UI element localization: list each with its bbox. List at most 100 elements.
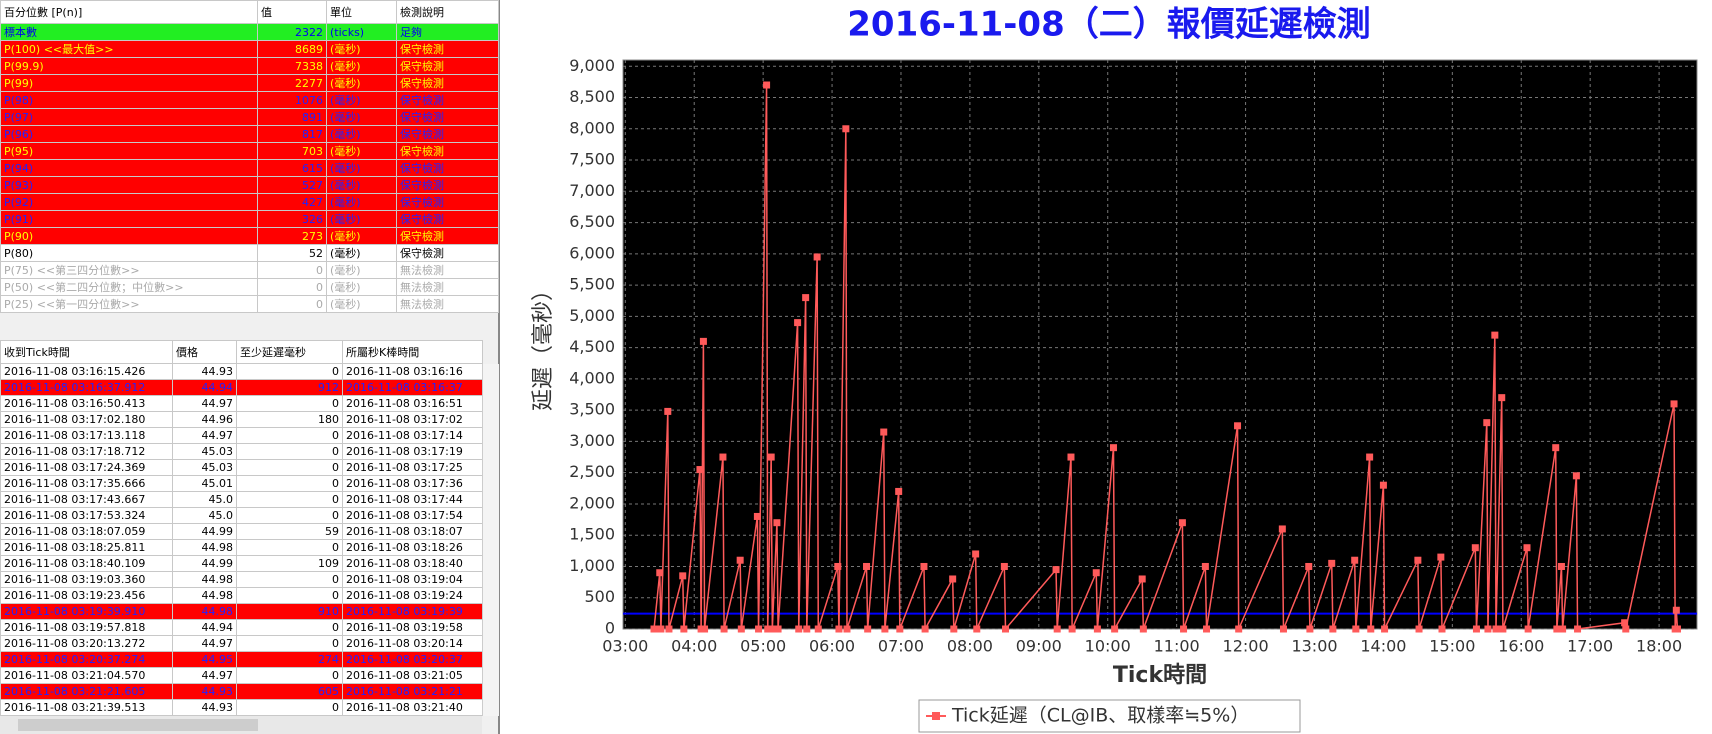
table-cell: P(92) [0,193,258,211]
table-cell: (毫秒) [326,108,397,126]
table-cell: 2016-11-08 03:19:58 [342,619,483,636]
table-cell: 0 [236,667,343,684]
vertical-scrollbar[interactable] [482,364,499,716]
table-cell: (毫秒) [326,40,397,58]
table-cell: 0 [236,587,343,604]
table-cell: 44.97 [172,635,237,652]
table-cell: P(90) [0,227,258,245]
column-header: 收到Tick時間 [0,340,173,364]
table-cell: 2322 [257,23,327,41]
data-point [665,625,673,633]
y-tick-label: 9,000 [569,56,615,75]
legend-box [918,699,1301,733]
data-point [1524,625,1532,633]
data-point [773,519,781,527]
data-point [1000,562,1008,570]
table-cell: 8689 [257,40,327,58]
table-cell: 無法檢測 [396,278,499,296]
table-row: 2016-11-08 03:19:57.818 44.94 0 2016-11-08 … [0,619,483,636]
data-point [664,407,672,415]
chart: 2016-11-08（二）報價延遲檢測 延遲（毫秒） Tick時間 0 500 1,… [531,5,1698,733]
table-row: P(99) 2277 (毫秒) 保守檢測 [0,74,499,92]
data-point [1201,562,1209,570]
horizontal-scrollbar[interactable] [0,716,482,734]
table-cell: P(75) <<第三四分位數>> [0,261,258,279]
table-cell: 1076 [257,91,327,109]
data-point [1329,625,1337,633]
x-tick-label: 03:00 [602,637,648,656]
x-tick-label: 16:00 [1498,637,1544,656]
data-point [1379,481,1387,489]
x-tick-label: 11:00 [1154,637,1200,656]
table-cell: 109 [236,555,343,572]
table-row: P(99.9) 7338 (毫秒) 保守檢測 [0,57,499,75]
data-point [1067,453,1075,461]
data-point [774,625,782,633]
table-row: P(96) 817 (毫秒) 保守檢測 [0,125,499,143]
table-cell: 44.98 [172,587,237,604]
table-cell: 保守檢測 [396,227,499,245]
table-cell: 0 [236,395,343,412]
y-tick-label: 1,000 [569,556,615,575]
table-cell: 703 [257,142,327,160]
data-point [1279,625,1287,633]
table-cell: 2016-11-08 03:18:40.109 [0,555,173,572]
table-cell: 2016-11-08 03:19:39 [342,603,483,620]
table-cell: 0 [236,635,343,652]
table-cell: (毫秒) [326,125,397,143]
table-row: P(97) 891 (毫秒) 保守檢測 [0,108,499,126]
data-point [1574,625,1582,633]
table-cell: 2016-11-08 03:17:54 [342,507,483,524]
data-point [1352,625,1360,633]
table-cell: 44.97 [172,667,237,684]
data-point [1328,559,1336,567]
data-point [1572,472,1580,480]
table-cell: 標本數 [0,23,258,41]
data-point [949,575,957,583]
table-row: 2016-11-08 03:21:04.570 44.97 0 2016-11-08 … [0,667,483,684]
table-cell: 52 [257,244,327,262]
table-cell: 無法檢測 [396,261,499,279]
table-cell: 保守檢測 [396,244,499,262]
data-point [1366,453,1374,461]
table-cell: 2016-11-08 03:19:57.818 [0,619,173,636]
table-cell: 45.0 [172,507,237,524]
table-cell: 2016-11-08 03:16:15.426 [0,363,173,380]
data-point [896,625,904,633]
tick-table: 收到Tick時間 價格 至少延遲毫秒 所屬秒K棒時間 2016-11-08 03:16:… [0,340,483,716]
scroll-thumb[interactable] [18,719,258,731]
data-point [1278,525,1286,533]
table-cell: 0 [236,491,343,508]
data-point [950,625,958,633]
table-cell: 2277 [257,74,327,92]
table-cell: 保守檢測 [396,176,499,194]
x-tick-label: 08:00 [947,637,993,656]
table-cell: 44.97 [172,427,237,444]
data-point [1381,625,1389,633]
data-point [768,625,776,633]
data-point [1093,625,1101,633]
column-header: 所屬秒K棒時間 [342,340,483,364]
y-tick-label: 3,000 [569,431,615,450]
x-tick-label: 14:00 [1360,637,1406,656]
table-cell: 2016-11-08 03:21:39.513 [0,699,173,716]
data-point [1523,544,1531,552]
table-cell: 2016-11-08 03:18:07.059 [0,523,173,540]
data-point [834,562,842,570]
table-cell: 44.98 [172,539,237,556]
y-tick-label: 4,000 [569,368,615,387]
y-tick-label: 8,500 [569,87,615,106]
table-cell: 0 [236,619,343,636]
table-cell: (毫秒) [326,142,397,160]
table-cell: 2016-11-08 03:17:44 [342,491,483,508]
data-point [656,569,664,577]
data-point [864,625,872,633]
y-tick-label: 1,500 [569,525,615,544]
table-cell: (毫秒) [326,74,397,92]
data-point [763,81,771,89]
data-point [920,562,928,570]
x-tick-label: 12:00 [1223,637,1269,656]
table-cell: 0 [257,295,327,313]
table-cell: P(25) <<第一四分位數>> [0,295,258,313]
table-cell: 2016-11-08 03:17:02 [342,411,483,428]
